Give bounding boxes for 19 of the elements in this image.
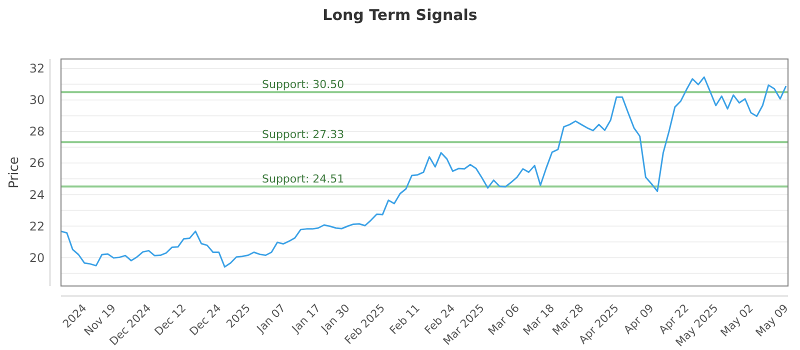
- line-series: [60, 76, 787, 268]
- y-tick-label: 20: [29, 250, 45, 265]
- y-tick-label: 30: [29, 93, 45, 108]
- ref-line-label: Support: 30.50: [262, 78, 344, 92]
- ref-line-label: Support: 27.33: [262, 128, 344, 142]
- y-tick-label: 26: [29, 156, 45, 170]
- x-tick-label: Apr 09: [621, 302, 656, 337]
- x-tick-label: Mar 06: [486, 302, 522, 338]
- x-tick-label: Dec 24: [187, 302, 224, 338]
- x-tick-label: Feb 11: [387, 302, 422, 337]
- y-tick-label: 22: [29, 219, 45, 234]
- x-tick-label: Jan 07: [254, 302, 288, 336]
- chart-title: Long Term Signals: [322, 6, 478, 24]
- y-tick-label: 28: [29, 124, 45, 139]
- y-axis-title: Price: [7, 156, 22, 188]
- ref-line-label: Support: 24.51: [262, 172, 344, 186]
- x-tick-label: Dec 12: [152, 302, 189, 338]
- y-tick-label: 32: [29, 62, 45, 76]
- y-tick-label: 24: [29, 188, 45, 202]
